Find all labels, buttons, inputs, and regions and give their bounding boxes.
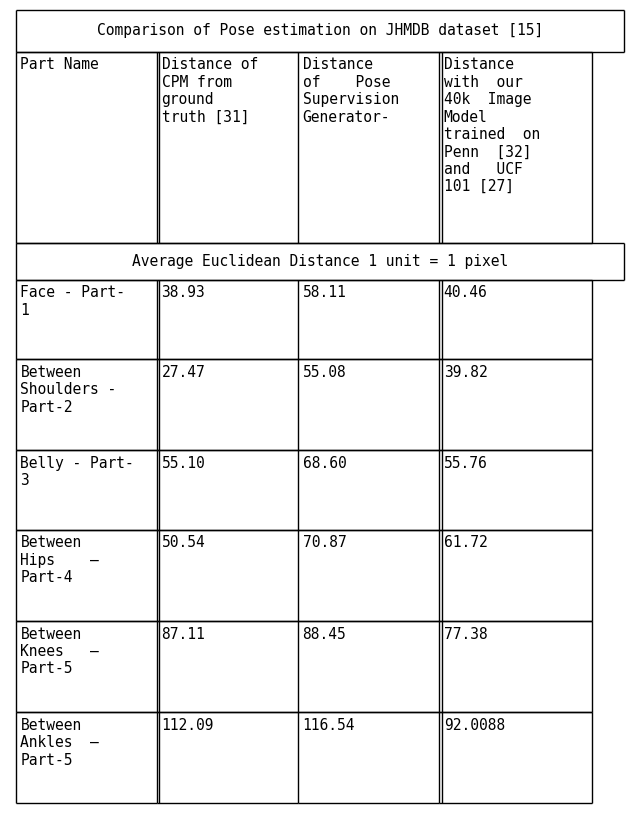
Text: 40.46: 40.46 <box>444 285 488 301</box>
Text: 87.11: 87.11 <box>161 627 205 641</box>
Text: Face - Part-
1: Face - Part- 1 <box>20 285 125 318</box>
Text: Belly - Part-
3: Belly - Part- 3 <box>20 456 134 489</box>
Text: 112.09: 112.09 <box>161 718 214 733</box>
Text: 55.10: 55.10 <box>161 456 205 471</box>
Text: 70.87: 70.87 <box>303 535 346 550</box>
Text: 61.72: 61.72 <box>444 535 488 550</box>
Text: 77.38: 77.38 <box>444 627 488 641</box>
Text: 68.60: 68.60 <box>303 456 346 471</box>
Text: Part Name: Part Name <box>20 58 99 72</box>
Text: 55.76: 55.76 <box>444 456 488 471</box>
Text: Between
Hips    –
Part-4: Between Hips – Part-4 <box>20 535 99 585</box>
Text: Average Euclidean Distance 1 unit = 1 pixel: Average Euclidean Distance 1 unit = 1 pi… <box>132 254 508 269</box>
Text: 39.82: 39.82 <box>444 365 488 380</box>
Text: Between
Shoulders -
Part-2: Between Shoulders - Part-2 <box>20 365 116 415</box>
Text: 55.08: 55.08 <box>303 365 346 380</box>
Text: Between
Knees   –
Part-5: Between Knees – Part-5 <box>20 627 99 676</box>
Text: 88.45: 88.45 <box>303 627 346 641</box>
Text: Distance of
CPM from
ground
truth [31]: Distance of CPM from ground truth [31] <box>161 58 258 124</box>
Text: Comparison of Pose estimation on JHMDB dataset [15]: Comparison of Pose estimation on JHMDB d… <box>97 24 543 38</box>
Text: 58.11: 58.11 <box>303 285 346 301</box>
Text: 92.0088: 92.0088 <box>444 718 505 733</box>
Text: 27.47: 27.47 <box>161 365 205 380</box>
Text: Distance
with  our
40k  Image
Model
trained  on
Penn  [32]
and   UCF
101 [27]: Distance with our 40k Image Model traine… <box>444 58 540 194</box>
Text: 116.54: 116.54 <box>303 718 355 733</box>
Text: Distance
of    Pose
Supervision
Generator-: Distance of Pose Supervision Generator- <box>303 58 399 124</box>
Text: 38.93: 38.93 <box>161 285 205 301</box>
Text: Between
Ankles  –
Part-5: Between Ankles – Part-5 <box>20 718 99 767</box>
Text: 50.54: 50.54 <box>161 535 205 550</box>
